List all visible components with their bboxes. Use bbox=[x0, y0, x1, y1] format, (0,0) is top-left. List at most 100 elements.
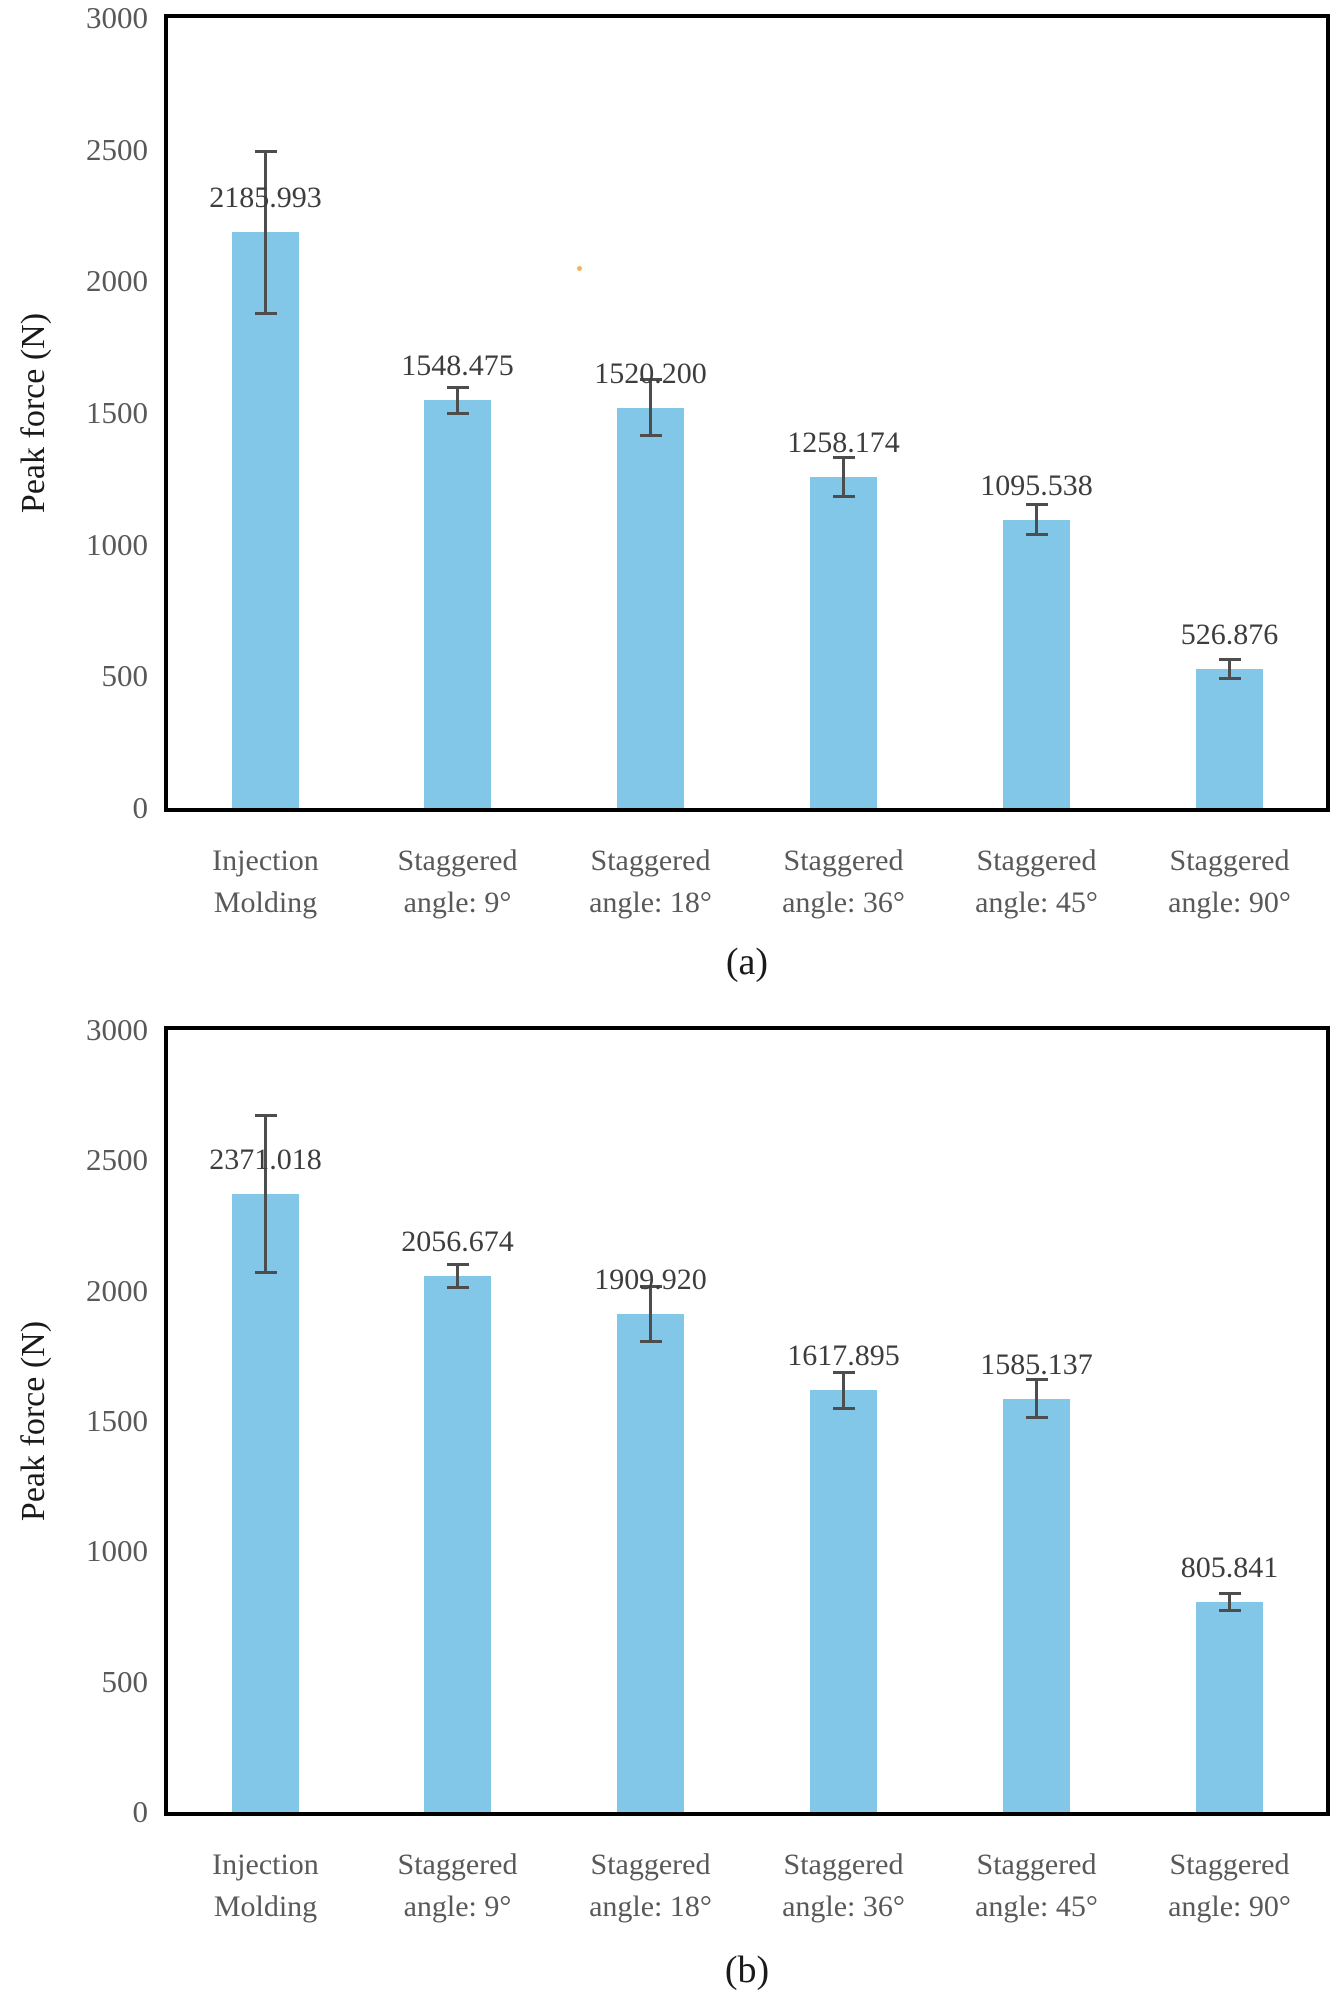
bar-b-2 bbox=[617, 1314, 684, 1812]
category-label-line: Staggered bbox=[976, 1848, 1097, 1881]
error-bar-cap-a-5-top bbox=[1218, 658, 1241, 662]
y-tick-label-b: 2500 bbox=[86, 1142, 148, 1178]
bar-b-3 bbox=[810, 1390, 877, 1812]
error-bar-b-1 bbox=[456, 1262, 459, 1289]
y-tick-label-b: 500 bbox=[101, 1663, 149, 1699]
category-label-a-1: Staggered angle: 9° bbox=[358, 840, 558, 924]
error-bar-a-3 bbox=[842, 455, 845, 498]
error-bar-b-2 bbox=[649, 1284, 652, 1344]
bar-b-1 bbox=[424, 1275, 491, 1812]
category-label-b-0: Injection Molding bbox=[166, 1844, 366, 1928]
artifact-dot bbox=[577, 266, 582, 271]
error-bar-cap-b-3-top bbox=[832, 1370, 855, 1374]
error-bar-cap-a-0-bottom bbox=[254, 311, 277, 315]
value-label-a-0: 2185.993 bbox=[209, 181, 322, 215]
category-label-line: Staggered bbox=[1169, 1848, 1290, 1881]
y-tick-label-b: 1500 bbox=[86, 1403, 148, 1438]
category-label-line: angle: 45° bbox=[975, 886, 1098, 919]
category-label-b-4: Staggered angle: 45° bbox=[937, 1844, 1137, 1928]
error-bar-cap-b-0-top bbox=[254, 1113, 277, 1117]
category-label-line: angle: 9° bbox=[403, 886, 512, 919]
category-label-line: angle: 18° bbox=[589, 886, 712, 919]
category-label-line: Staggered bbox=[783, 844, 904, 877]
y-tick-label-a: 2500 bbox=[86, 131, 148, 167]
error-bar-b-3 bbox=[842, 1370, 845, 1410]
category-label-a-5: Staggered angle: 90° bbox=[1130, 840, 1330, 924]
value-label-a-5: 526.876 bbox=[1180, 618, 1279, 652]
error-bar-cap-a-0-top bbox=[254, 150, 277, 154]
error-bar-cap-b-1-top bbox=[446, 1262, 469, 1266]
error-bar-cap-a-3-top bbox=[832, 455, 855, 459]
error-bar-a-2 bbox=[649, 378, 652, 438]
category-label-line: angle: 9° bbox=[403, 1890, 512, 1923]
value-label-a-2: 1520.200 bbox=[594, 356, 707, 390]
y-tick-label-b: 3000 bbox=[86, 1012, 148, 1047]
y-tick-label-a: 0 bbox=[132, 790, 149, 825]
error-bar-cap-a-1-top bbox=[446, 385, 469, 389]
category-label-a-4: Staggered angle: 45° bbox=[937, 840, 1137, 924]
value-label-b-4: 1585.137 bbox=[980, 1347, 1093, 1381]
error-bar-cap-b-1-bottom bbox=[446, 1285, 469, 1289]
category-label-line: angle: 90° bbox=[1168, 886, 1291, 919]
caption-b: (b) bbox=[724, 1949, 770, 1991]
category-label-line: angle: 36° bbox=[782, 886, 905, 919]
caption-a: (a) bbox=[725, 941, 769, 983]
value-label-a-1: 1548.475 bbox=[401, 349, 514, 383]
category-label-line: Injection bbox=[212, 1848, 319, 1881]
category-label-line: angle: 36° bbox=[782, 1890, 905, 1923]
value-label-b-1: 2056.674 bbox=[401, 1224, 514, 1258]
value-label-b-5: 805.841 bbox=[1180, 1550, 1279, 1584]
error-bar-cap-a-5-bottom bbox=[1218, 677, 1241, 681]
value-label-a-4: 1095.538 bbox=[980, 468, 1093, 502]
category-label-line: Molding bbox=[213, 886, 318, 919]
category-label-b-5: Staggered angle: 90° bbox=[1130, 1844, 1330, 1928]
value-label-b-0: 2371.018 bbox=[209, 1142, 322, 1176]
category-label-a-2: Staggered angle: 18° bbox=[551, 840, 751, 924]
error-bar-a-0 bbox=[264, 150, 267, 315]
y-tick-label-a: 500 bbox=[101, 658, 149, 694]
value-label-a-3: 1258.174 bbox=[787, 425, 900, 459]
error-bar-cap-a-4-bottom bbox=[1025, 532, 1048, 536]
category-label-b-1: Staggered angle: 9° bbox=[358, 1844, 558, 1928]
category-label-line: Molding bbox=[213, 1890, 318, 1923]
error-bar-cap-b-4-bottom bbox=[1025, 1416, 1048, 1420]
error-bar-cap-a-2-top bbox=[639, 378, 662, 382]
error-bar-b-5 bbox=[1228, 1591, 1231, 1613]
y-tick-label-b: 1000 bbox=[86, 1533, 148, 1569]
bar-b-5 bbox=[1196, 1601, 1263, 1812]
category-label-b-2: Staggered angle: 18° bbox=[551, 1844, 751, 1928]
plot-frame-a bbox=[164, 14, 1330, 812]
error-bar-cap-b-5-bottom bbox=[1218, 1609, 1241, 1613]
bar-a-4 bbox=[1003, 519, 1070, 808]
y-tick-label-a: 3000 bbox=[86, 0, 148, 36]
bar-a-0 bbox=[232, 232, 299, 808]
category-label-line: Staggered bbox=[783, 1848, 904, 1881]
y-tick-label-a: 2000 bbox=[86, 263, 148, 299]
category-label-line: Staggered bbox=[590, 844, 711, 877]
category-label-a-0: Injection Molding bbox=[166, 840, 366, 924]
bar-a-5 bbox=[1196, 669, 1263, 808]
bar-a-3 bbox=[810, 476, 877, 808]
error-bar-b-0 bbox=[264, 1113, 267, 1275]
error-bar-a-1 bbox=[456, 385, 459, 415]
error-bar-cap-a-3-bottom bbox=[832, 494, 855, 498]
y-tick-label-b: 2000 bbox=[86, 1272, 148, 1308]
y-tick-label-b: 0 bbox=[132, 1794, 149, 1829]
bar-b-0 bbox=[232, 1193, 299, 1812]
error-bar-cap-b-5-top bbox=[1218, 1591, 1241, 1595]
error-bar-cap-a-1-bottom bbox=[446, 411, 469, 415]
error-bar-b-4 bbox=[1035, 1378, 1038, 1420]
category-label-line: Injection bbox=[212, 844, 319, 877]
category-label-line: Staggered bbox=[1169, 844, 1290, 877]
y-tick-label-a: 1500 bbox=[86, 395, 148, 430]
error-bar-cap-b-2-top bbox=[639, 1284, 662, 1288]
value-label-b-3: 1617.895 bbox=[787, 1339, 900, 1373]
category-label-line: Staggered bbox=[397, 844, 518, 877]
error-bar-cap-b-2-bottom bbox=[639, 1340, 662, 1344]
error-bar-cap-a-4-top bbox=[1025, 503, 1048, 507]
error-bar-cap-a-2-bottom bbox=[639, 434, 662, 438]
category-label-line: Staggered bbox=[590, 1848, 711, 1881]
error-bar-cap-b-0-bottom bbox=[254, 1271, 277, 1275]
error-bar-cap-b-4-top bbox=[1025, 1378, 1048, 1382]
